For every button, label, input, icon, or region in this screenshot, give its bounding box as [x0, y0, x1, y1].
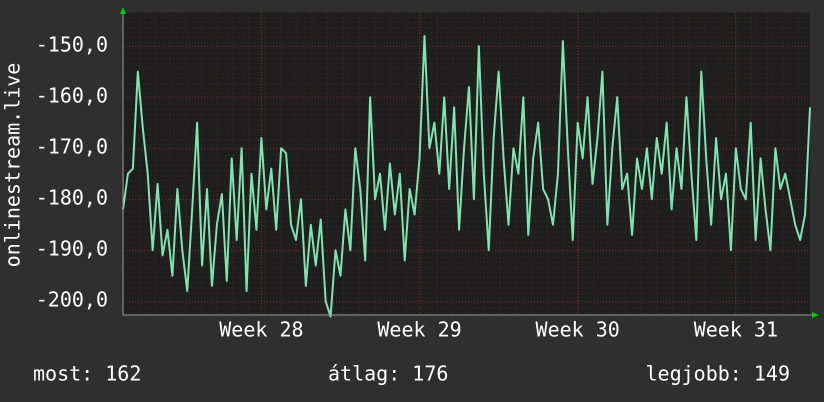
y-tick-label: -180,0 — [36, 186, 108, 210]
x-tick-label: Week 30 — [536, 318, 620, 342]
y-tick-label: -160,0 — [36, 84, 108, 108]
y-axis-label: onlinestream.live — [1, 63, 25, 268]
y-tick-label: -200,0 — [36, 288, 108, 312]
plot-area — [123, 12, 810, 315]
footer-average: átlag: 176 — [328, 362, 448, 386]
y-tick-label: -190,0 — [36, 237, 108, 261]
x-tick-label: Week 31 — [694, 318, 778, 342]
y-axis-arrow — [120, 7, 126, 14]
footer-best: legjobb: 149 — [646, 362, 791, 386]
x-axis-arrow — [812, 312, 819, 318]
x-tick-label: Week 28 — [219, 318, 303, 342]
line-series — [122, 34, 811, 318]
y-tick-label: -170,0 — [36, 135, 108, 159]
y-tick-label: -150,0 — [36, 33, 108, 57]
footer-current: most: 162 — [33, 362, 141, 386]
plot-layer — [122, 12, 811, 318]
x-tick-label: Week 29 — [377, 318, 461, 342]
